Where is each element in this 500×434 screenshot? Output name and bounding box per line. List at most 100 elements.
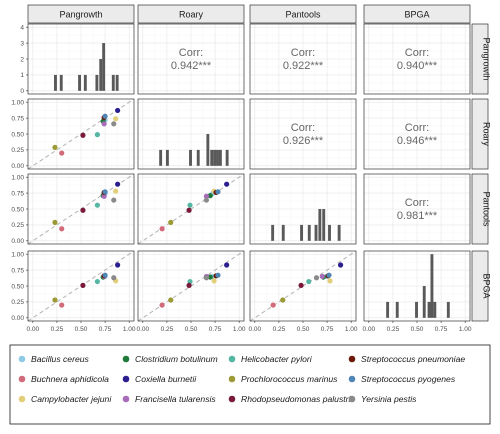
histogram-bar [218,149,222,166]
scatter-point [52,144,58,150]
y-tick-label: 0.75 [11,115,24,122]
correlation-label: Corr: [179,47,203,59]
panel-r3-c3 [363,250,471,322]
y-tick-label: 0.50 [11,283,24,290]
legend-key [228,355,236,363]
panel-border [363,23,471,95]
y-tick-label: 1.00 [11,174,24,181]
x-tick-label: 0.75 [435,326,448,333]
panel-r0-c2: Corr:0.922*** [249,23,357,95]
row-strip-label: Roary [482,122,492,147]
scatter-point [59,150,65,156]
scatter-point [168,297,174,303]
histogram-bar [307,224,311,241]
legend-label: Buchnera aphidicola [31,374,109,384]
column-strip [137,4,245,24]
legend-key [228,375,236,383]
scatter-point [186,282,192,288]
histogram-bar [78,74,81,91]
scatter-point [94,278,100,285]
y-tick-label: 0.50 [11,206,24,213]
column-strip-label: Pantools [285,10,321,20]
histogram-bar [54,74,57,91]
row-strip-label: Pangrowth [482,37,492,80]
correlation-label: Corr: [291,122,315,134]
y-tick-label: 0.25 [11,222,24,229]
panel-r2-c0 [27,173,135,245]
y-tick-label: 1 [20,72,24,79]
legend-key [18,395,26,403]
histogram-bar [314,224,318,241]
legend-key [348,375,356,383]
legend-label: Bacillus cereus [31,354,89,364]
y-tick-label: 1.00 [11,251,24,258]
column-strip-label: Pangrowth [59,10,102,20]
scatter-point [326,272,332,278]
scatter-point [306,278,312,285]
legend: Bacillus cereus Buchnera aphidicola Campyl… [9,344,491,425]
y-tick-label: 0.25 [11,147,24,154]
scatter-point [52,219,58,225]
histogram-bar [59,74,63,91]
x-tick-label: 0.25 [387,326,400,333]
row-strip [471,23,489,95]
histogram-bar [196,149,200,166]
scatter-point [101,193,107,199]
row-strip-label: Pantools [482,191,492,227]
histogram-bar [318,209,322,241]
x-tick-label: 0.75 [99,326,112,333]
histogram-bar [102,43,106,91]
scatter-point [159,302,165,308]
x-tick-label: 1.00 [123,326,136,333]
panel-r2-c3: Corr:0.981*** [363,173,471,245]
scatter-point [113,116,119,122]
histogram-bar [322,209,326,241]
panel-border [137,23,245,95]
correlation-label: Corr: [405,47,429,59]
y-tick-label: 0.50 [11,131,24,138]
histogram-bar [337,224,341,241]
scatter-point [337,262,344,268]
x-tick-label: 0.50 [411,326,424,333]
panel-r0-c3: Corr:0.940*** [363,23,471,95]
y-tick-label: 0.00 [11,163,24,170]
histogram-bar [386,301,390,318]
scatter-point [102,113,108,119]
panel-border [137,173,245,245]
panel-border [249,173,357,245]
histogram-bar [210,149,214,166]
x-tick-label: 1.00 [345,326,358,333]
legend-key [228,395,236,403]
histogram-bar [83,74,87,91]
panel-border [249,98,357,170]
scatter-point [270,302,276,308]
histogram-bar [433,301,437,318]
scatter-point [111,275,117,281]
histogram-bar [427,301,431,318]
correlation-value: 0.942*** [171,60,212,72]
row-strip [471,98,489,170]
histogram-bar [446,301,450,318]
x-tick-label: 0.00 [362,326,375,333]
scatter-point [80,207,86,213]
scatter-point [111,121,117,127]
legend-key [122,395,130,403]
y-tick-label: 3 [20,40,24,47]
x-tick-label: 0.50 [185,326,198,333]
histogram-bar [430,254,434,318]
histogram-bar [422,286,426,318]
x-tick-label: 0.50 [297,326,310,333]
legend-key [18,375,26,383]
legend-box [9,344,491,425]
scatter-point [203,275,210,281]
x-tick-label: 0.00 [136,326,149,333]
scatter-point [207,274,213,280]
column-strip [363,4,471,24]
scatter-point [102,189,108,195]
histogram-bar [415,301,418,318]
y-tick-label: 0.75 [11,267,24,274]
y-tick-label: 0.75 [11,190,24,197]
legend-label: Coxiella burnetii [135,374,197,384]
legend-key [348,395,356,403]
legend-label: Streptococcus pneumoniae [361,354,465,364]
